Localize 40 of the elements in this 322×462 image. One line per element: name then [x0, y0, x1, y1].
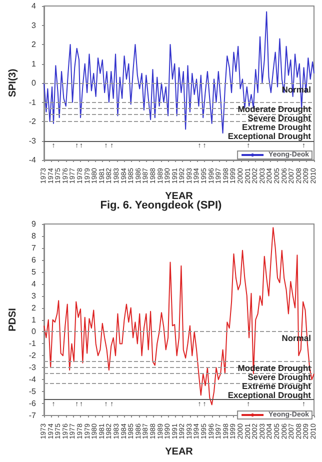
y-tick-label: -1	[28, 339, 37, 348]
y-axis-title: SPI(3)	[8, 68, 18, 98]
x-axis-title: YEAR	[165, 446, 194, 458]
y-tick-label: 5	[32, 267, 37, 276]
y-tick-label: 2	[32, 40, 37, 49]
y-tick-label: 3	[32, 20, 37, 30]
y-tick-label: 4	[32, 2, 37, 10]
ref-line-label: Severe Drought	[248, 372, 312, 382]
y-tick-label: -5	[28, 387, 37, 396]
y-axis-title: PDSI	[8, 308, 18, 332]
y-tick-label: 6	[32, 255, 37, 264]
ref-line-label: Extreme Drought	[242, 122, 312, 132]
y-tick-label: 4	[32, 279, 37, 288]
y-tick-label: -7	[28, 411, 37, 420]
y-tick-label: -4	[28, 375, 37, 384]
y-tick-label: 0	[32, 78, 37, 88]
y-tick-label: -4	[28, 156, 37, 164]
y-tick-label: 9	[32, 220, 37, 228]
text: Fig. 6. Yeongdeok (SPI)	[100, 200, 222, 212]
y-tick-label: -2	[28, 117, 37, 126]
y-tick-label: -3	[28, 136, 37, 146]
ref-line-label: Moderate Drought	[238, 104, 312, 114]
y-tick-label: -1	[28, 98, 37, 107]
y-tick-label: 3	[32, 291, 37, 300]
line-series	[44, 11, 314, 134]
ref-line-label: Exceptional Drought	[228, 130, 312, 141]
y-tick-label: 7	[32, 243, 37, 252]
x-axis-title: YEAR	[165, 190, 194, 202]
line-series	[44, 227, 314, 406]
y-tick-label: 0	[32, 327, 37, 336]
y-tick-label: 2	[32, 303, 37, 312]
y-tick-label: -3	[28, 363, 37, 372]
y-tick-label: 1	[32, 315, 37, 324]
y-tick-label: 8	[32, 231, 37, 240]
ref-line-label: Extreme Drought	[242, 381, 312, 392]
ref-line-label: Exceptional Drought	[228, 390, 312, 400]
ref-line-label: Severe Drought	[248, 112, 312, 123]
y-tick-label: -2	[28, 351, 37, 360]
y-tick-label: -6	[28, 399, 37, 408]
y-tick-label: 1	[32, 59, 37, 68]
